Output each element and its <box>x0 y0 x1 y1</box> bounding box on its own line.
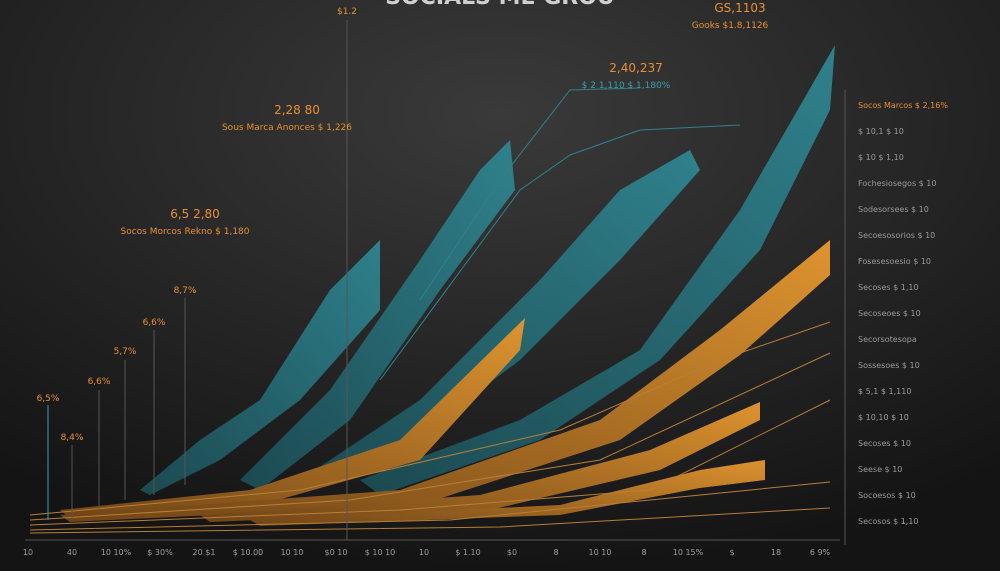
legend-entry: Secoseoes $ 10 <box>858 309 921 318</box>
legend-entry: $ 5,1 $ 1,110 <box>858 387 911 396</box>
legend-entry: Seese $ 10 <box>858 465 902 474</box>
legend-entry: Secoses $ 10 <box>858 439 911 448</box>
callout-value: GS,1103 <box>714 1 765 15</box>
x-label: $0 10 <box>325 548 348 557</box>
legend-entry: Secorsotesopa <box>858 335 917 344</box>
legend-entry: Sodesorsees $ 10 <box>858 205 929 214</box>
x-label: 10 10% <box>101 548 132 557</box>
percent-label: 8,7% <box>174 286 197 296</box>
x-label: 8 <box>641 548 646 557</box>
legend-entry: Socos Marcos $ 2,16% <box>858 101 948 110</box>
teal-ribbon <box>360 45 835 495</box>
legend-entry: Secosos $ 1,10 <box>858 517 919 526</box>
callout-label: Socos Morcos Rekno $ 1,180 <box>120 227 249 237</box>
percent-label: 6,6% <box>143 318 166 328</box>
orange-ribbon <box>200 402 760 522</box>
thin-line <box>29 321 831 516</box>
legend-entry: Sossesoes $ 10 <box>858 361 920 370</box>
x-label: 6 9% <box>810 548 831 557</box>
teal-ribbon <box>240 140 515 490</box>
callout-label: $ 2 1,110 $ 1,180% <box>582 81 671 91</box>
x-label: 40 <box>67 548 77 557</box>
orange-ribbon <box>60 240 830 522</box>
orange-ribbon <box>60 318 525 518</box>
legend-entry: Secoses $ 1,10 <box>858 283 919 292</box>
x-label: $ 10.00 <box>233 548 264 557</box>
legend: Socos Marcos $ 2,16% $ 10,1 $ 10 $ 10 $ 1,… <box>858 101 948 526</box>
legend-entry: $ 10,10 $ 10 <box>858 413 909 422</box>
thin-line <box>29 481 831 531</box>
callout-label: Gooks $1.8,1126 <box>692 21 769 31</box>
callout-label: Sous Marca Anonces $ 1,226 <box>222 123 352 133</box>
x-label: 10 10 <box>281 548 304 557</box>
title: SOCIALS ME GROU <box>385 0 615 10</box>
thin-line <box>29 352 831 521</box>
x-label: 18 <box>771 548 781 557</box>
x-label: $ 30% <box>147 548 173 557</box>
percent-label: 6,5% <box>37 394 60 404</box>
callouts: GS,1103 Gooks $1.8,1126 2,40,237 $ 2 1,110 … <box>37 1 769 443</box>
thin-line <box>419 87 641 301</box>
legend-entry: Socoesos $ 10 <box>858 491 916 500</box>
percent-label: 6,6% <box>88 377 111 387</box>
thin-line <box>379 124 741 381</box>
callout-value: 2,40,237 <box>609 61 662 75</box>
x-labels: 10 40 10 10% $ 30% 20 $1 $ 10.00 10 10 $0 10 $ 1… <box>23 548 831 557</box>
x-label: 10 <box>419 548 429 557</box>
x-label: 20 $1 <box>193 548 216 557</box>
x-label: $ 1.10 <box>455 548 480 557</box>
x-label: 10 <box>23 548 33 557</box>
callout-value: 2,28 80 <box>274 103 320 117</box>
teal-ribbon <box>140 240 380 495</box>
callout-value: 6,5 2,80 <box>170 207 220 221</box>
percent-label: 5,7% <box>114 347 137 357</box>
x-label: $0 <box>507 548 517 557</box>
legend-entry: $ 10 $ 1,10 <box>858 153 904 162</box>
legend-entry: Fochesiosegos $ 10 <box>858 179 936 188</box>
top-label: $1.2 <box>337 7 357 17</box>
orange-ribbon <box>250 460 765 526</box>
legend-entry: $ 10,1 $ 10 <box>858 127 904 136</box>
x-label: 10 15% <box>673 548 704 557</box>
x-label: $ <box>729 548 734 557</box>
percent-label: 8,4% <box>61 433 84 443</box>
teal-ribbon <box>300 150 700 490</box>
legend-entry: Fosesesoesio $ 10 <box>858 257 931 266</box>
thin-line <box>29 507 831 534</box>
legend-entry: Secoesosorios $ 10 <box>858 231 935 240</box>
ribbons <box>29 45 835 534</box>
guides <box>25 20 846 545</box>
thin-line <box>29 399 831 526</box>
x-label: $ 10 10 <box>365 548 396 557</box>
x-label: 8 <box>553 548 558 557</box>
x-label: 10 10 <box>589 548 612 557</box>
